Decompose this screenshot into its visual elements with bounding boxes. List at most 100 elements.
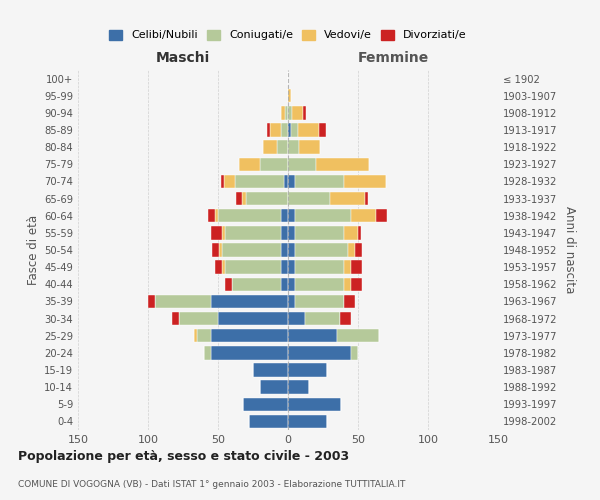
Bar: [344, 226, 358, 239]
Bar: [267, 124, 270, 136]
Bar: [221, 174, 224, 188]
Bar: [288, 398, 341, 411]
Text: Femmine: Femmine: [358, 51, 428, 65]
Bar: [288, 192, 330, 205]
Bar: [295, 226, 344, 239]
Text: Maschi: Maschi: [156, 51, 210, 65]
Bar: [351, 260, 362, 274]
Bar: [281, 106, 285, 120]
Bar: [243, 398, 288, 411]
Bar: [288, 346, 351, 360]
Bar: [222, 260, 225, 274]
Bar: [172, 312, 179, 326]
Bar: [212, 244, 220, 256]
Bar: [288, 244, 295, 256]
Bar: [148, 294, 155, 308]
Bar: [344, 278, 351, 291]
Bar: [246, 192, 288, 205]
Bar: [288, 364, 327, 376]
Bar: [281, 260, 288, 274]
Bar: [304, 106, 306, 120]
Bar: [215, 260, 222, 274]
Bar: [330, 192, 365, 205]
Bar: [155, 294, 211, 308]
Bar: [344, 174, 386, 188]
Bar: [288, 209, 295, 222]
Bar: [355, 244, 362, 256]
Bar: [236, 192, 242, 205]
Bar: [288, 124, 291, 136]
Bar: [295, 174, 344, 188]
Legend: Celibi/Nubili, Coniugati/e, Vedovi/e, Divorziati/e: Celibi/Nubili, Coniugati/e, Vedovi/e, Di…: [105, 25, 471, 45]
Bar: [351, 346, 358, 360]
Bar: [277, 140, 288, 154]
Bar: [291, 124, 298, 136]
Bar: [225, 260, 281, 274]
Bar: [288, 278, 295, 291]
Bar: [281, 226, 288, 239]
Bar: [222, 244, 281, 256]
Bar: [358, 226, 361, 239]
Bar: [288, 329, 337, 342]
Bar: [281, 244, 288, 256]
Bar: [351, 209, 376, 222]
Bar: [260, 158, 288, 171]
Bar: [305, 312, 340, 326]
Bar: [222, 226, 225, 239]
Bar: [215, 209, 218, 222]
Bar: [288, 174, 295, 188]
Y-axis label: Fasce di età: Fasce di età: [27, 215, 40, 285]
Bar: [295, 244, 348, 256]
Bar: [232, 278, 281, 291]
Bar: [295, 260, 344, 274]
Bar: [242, 192, 246, 205]
Bar: [281, 209, 288, 222]
Bar: [225, 278, 232, 291]
Bar: [281, 124, 288, 136]
Bar: [225, 226, 281, 239]
Bar: [288, 89, 291, 102]
Bar: [235, 174, 284, 188]
Bar: [295, 209, 351, 222]
Bar: [208, 209, 215, 222]
Bar: [376, 209, 388, 222]
Bar: [365, 192, 368, 205]
Bar: [285, 106, 288, 120]
Bar: [197, 329, 211, 342]
Bar: [218, 209, 281, 222]
Bar: [281, 278, 288, 291]
Bar: [204, 346, 211, 360]
Bar: [340, 312, 351, 326]
Bar: [218, 312, 288, 326]
Bar: [288, 106, 292, 120]
Bar: [288, 260, 295, 274]
Bar: [260, 380, 288, 394]
Bar: [337, 329, 379, 342]
Bar: [194, 329, 197, 342]
Bar: [288, 312, 305, 326]
Bar: [298, 124, 319, 136]
Bar: [344, 294, 355, 308]
Bar: [263, 140, 277, 154]
Bar: [211, 294, 288, 308]
Bar: [270, 124, 281, 136]
Text: Popolazione per età, sesso e stato civile - 2003: Popolazione per età, sesso e stato civil…: [18, 450, 349, 463]
Bar: [220, 244, 222, 256]
Bar: [179, 312, 218, 326]
Y-axis label: Anni di nascita: Anni di nascita: [563, 206, 576, 294]
Bar: [288, 414, 327, 428]
Bar: [295, 278, 344, 291]
Bar: [284, 174, 288, 188]
Bar: [211, 226, 222, 239]
Bar: [288, 140, 299, 154]
Bar: [319, 124, 326, 136]
Bar: [288, 380, 309, 394]
Bar: [344, 260, 351, 274]
Text: COMUNE DI VOGOGNA (VB) - Dati ISTAT 1° gennaio 2003 - Elaborazione TUTTITALIA.IT: COMUNE DI VOGOGNA (VB) - Dati ISTAT 1° g…: [18, 480, 406, 489]
Bar: [299, 140, 320, 154]
Bar: [288, 294, 295, 308]
Bar: [239, 158, 260, 171]
Bar: [292, 106, 304, 120]
Bar: [348, 244, 355, 256]
Bar: [288, 158, 316, 171]
